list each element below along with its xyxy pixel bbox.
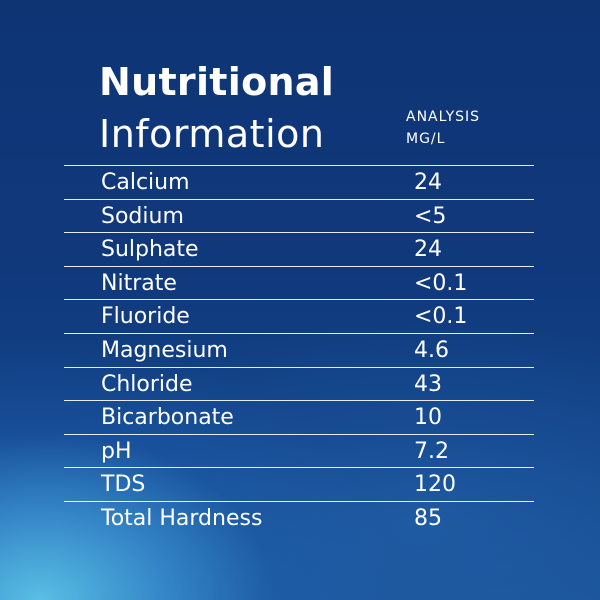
column-header-unit: MG/L [406, 131, 446, 147]
title-secondary: Information [99, 112, 325, 156]
table-row-sodium: Sodium <5 [64, 200, 534, 234]
row-value: 4.6 [414, 337, 449, 363]
row-name: pH [101, 438, 132, 464]
table-row-bicarbonate: Bicarbonate 10 [64, 401, 534, 435]
row-name: TDS [101, 472, 146, 498]
table-row-fluoride: Fluoride <0.1 [64, 300, 534, 334]
table-row-tds: TDS 120 [64, 468, 534, 502]
nutrition-table: Calcium 24 Sodium <5 Sulphate 24 Nitrate… [64, 165, 534, 535]
table-row-nitrate: Nitrate <0.1 [64, 267, 534, 301]
row-name: Sulphate [101, 237, 199, 263]
column-header: ANALYSIS MG/L [406, 106, 480, 150]
row-value: 120 [414, 472, 456, 498]
row-value: 24 [414, 237, 442, 263]
title-primary: Nutritional [99, 60, 335, 104]
row-name: Bicarbonate [101, 405, 234, 431]
row-value: <0.1 [414, 304, 468, 330]
row-value: 43 [414, 371, 442, 397]
table-row-sulphate: Sulphate 24 [64, 233, 534, 267]
row-name: Nitrate [101, 270, 177, 296]
table-row-ph: pH 7.2 [64, 435, 534, 469]
row-value: 85 [414, 505, 442, 531]
row-value: 7.2 [414, 438, 449, 464]
row-name: Fluoride [101, 304, 190, 330]
row-name: Sodium [101, 203, 184, 229]
row-value: 24 [414, 170, 442, 195]
table-row-chloride: Chloride 43 [64, 368, 534, 402]
row-name: Magnesium [101, 337, 228, 363]
row-name: Calcium [101, 170, 190, 195]
row-name: Total Hardness [101, 505, 263, 531]
table-row-magnesium: Magnesium 4.6 [64, 334, 534, 368]
row-name: Chloride [101, 371, 193, 397]
table-row-calcium: Calcium 24 [64, 166, 534, 200]
column-header-analysis: ANALYSIS [406, 109, 481, 125]
row-value: 10 [414, 405, 442, 431]
table-row-total-hardness: Total Hardness 85 [64, 502, 534, 535]
row-value: <5 [414, 203, 447, 229]
row-value: <0.1 [414, 270, 468, 296]
